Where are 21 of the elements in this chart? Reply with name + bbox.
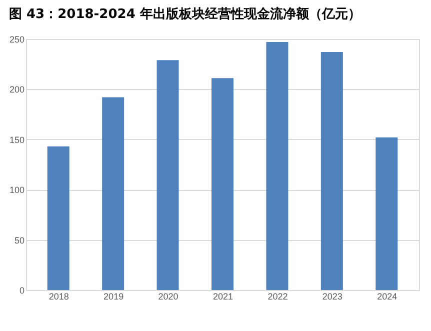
bar (156, 60, 179, 290)
y-tick-label: 150 (9, 134, 24, 145)
x-tick-label: 2018 (48, 292, 69, 302)
bar (376, 137, 398, 290)
y-tick-label: 200 (9, 84, 24, 95)
y-tick-label: 50 (14, 235, 24, 246)
bar (212, 78, 234, 290)
bar (266, 42, 288, 290)
y-tick-label: 0 (19, 286, 24, 296)
bar (102, 97, 124, 290)
x-tick-label: 2022 (268, 292, 288, 302)
y-tick-label: 250 (9, 34, 24, 44)
x-tick-label: 2023 (322, 292, 342, 302)
x-tick-label: 2021 (212, 292, 234, 302)
bar (320, 52, 343, 290)
x-tick-label: 2020 (158, 292, 178, 302)
chart-title: 图 43：2018-2024 年出版板块经营性现金流净额（亿元） (8, 6, 361, 22)
bar (47, 146, 70, 290)
x-tick-label: 2024 (377, 292, 398, 302)
y-tick-label: 100 (9, 185, 24, 196)
x-tick-label: 2019 (104, 292, 124, 302)
